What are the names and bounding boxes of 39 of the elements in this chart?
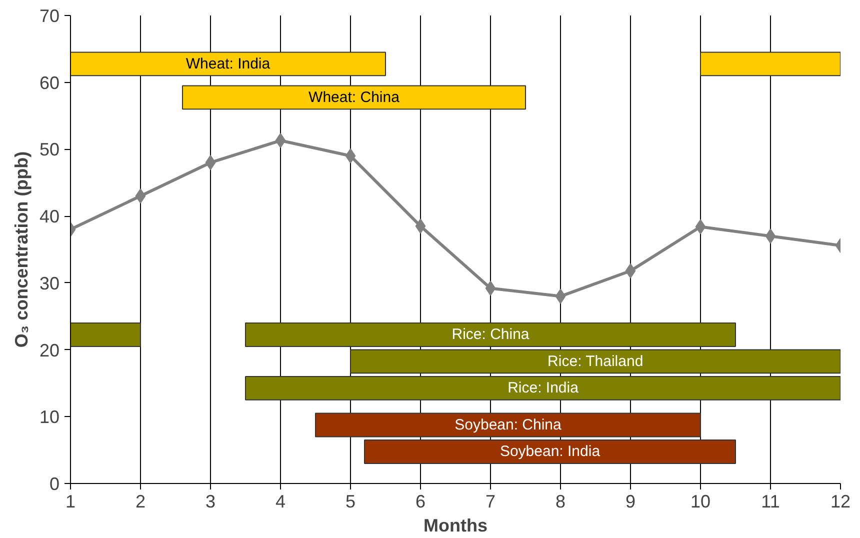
- point: [135, 188, 146, 204]
- x-tick-label: 12: [830, 492, 851, 512]
- x-tick-label: 10: [690, 492, 711, 512]
- band-label: Soybean: India: [500, 443, 601, 460]
- band-label: Wheat: India: [186, 55, 271, 72]
- band-label: Rice: Thailand: [548, 352, 644, 370]
- y-tick-label: 60: [39, 72, 60, 93]
- band-label: Wheat: China: [308, 88, 400, 106]
- point: [275, 133, 286, 148]
- y-tick-label: 40: [39, 206, 60, 227]
- point: [205, 155, 216, 170]
- y-tick-label: 0: [49, 474, 60, 494]
- band-label: Soybean: China: [454, 416, 562, 434]
- x-tick-label: 1: [65, 492, 76, 512]
- x-tick-label: 8: [555, 492, 566, 512]
- x-tick-label: 11: [761, 492, 780, 512]
- y-tick-label: 30: [39, 273, 60, 294]
- x-tick-label: 7: [485, 492, 496, 512]
- y-tick-label: 20: [39, 340, 60, 360]
- x-tick-label: 9: [625, 492, 636, 512]
- y-tick-label: 10: [39, 407, 60, 428]
- band-label: Rice: China: [452, 326, 530, 344]
- x-tick-label: 5: [345, 492, 356, 512]
- x-axis-title: Months: [424, 516, 488, 536]
- point: [345, 148, 356, 164]
- x-tick-label: 4: [275, 492, 286, 512]
- point: [415, 218, 426, 234]
- band-label: Rice: India: [508, 380, 580, 397]
- point: [555, 288, 566, 304]
- x-tick-label: 3: [205, 492, 216, 512]
- point: [765, 228, 776, 244]
- x-tick-label: 6: [415, 492, 426, 512]
- y-tick-label: 70: [39, 6, 60, 26]
- y-axis-title: O₃ concentration (ppb): [11, 151, 32, 348]
- point: [625, 263, 636, 278]
- y-tick-label: 50: [39, 140, 60, 160]
- point: [695, 219, 706, 234]
- x-tick-label: 2: [135, 492, 146, 512]
- point: [485, 280, 496, 296]
